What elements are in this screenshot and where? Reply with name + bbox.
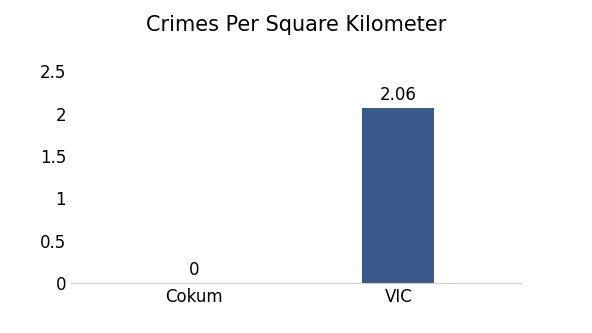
Bar	[362, 109, 434, 283]
Text: 0: 0	[188, 261, 199, 279]
Title: Crimes Per Square Kilometer: Crimes Per Square Kilometer	[146, 15, 446, 35]
Text: 2.06: 2.06	[380, 86, 417, 104]
